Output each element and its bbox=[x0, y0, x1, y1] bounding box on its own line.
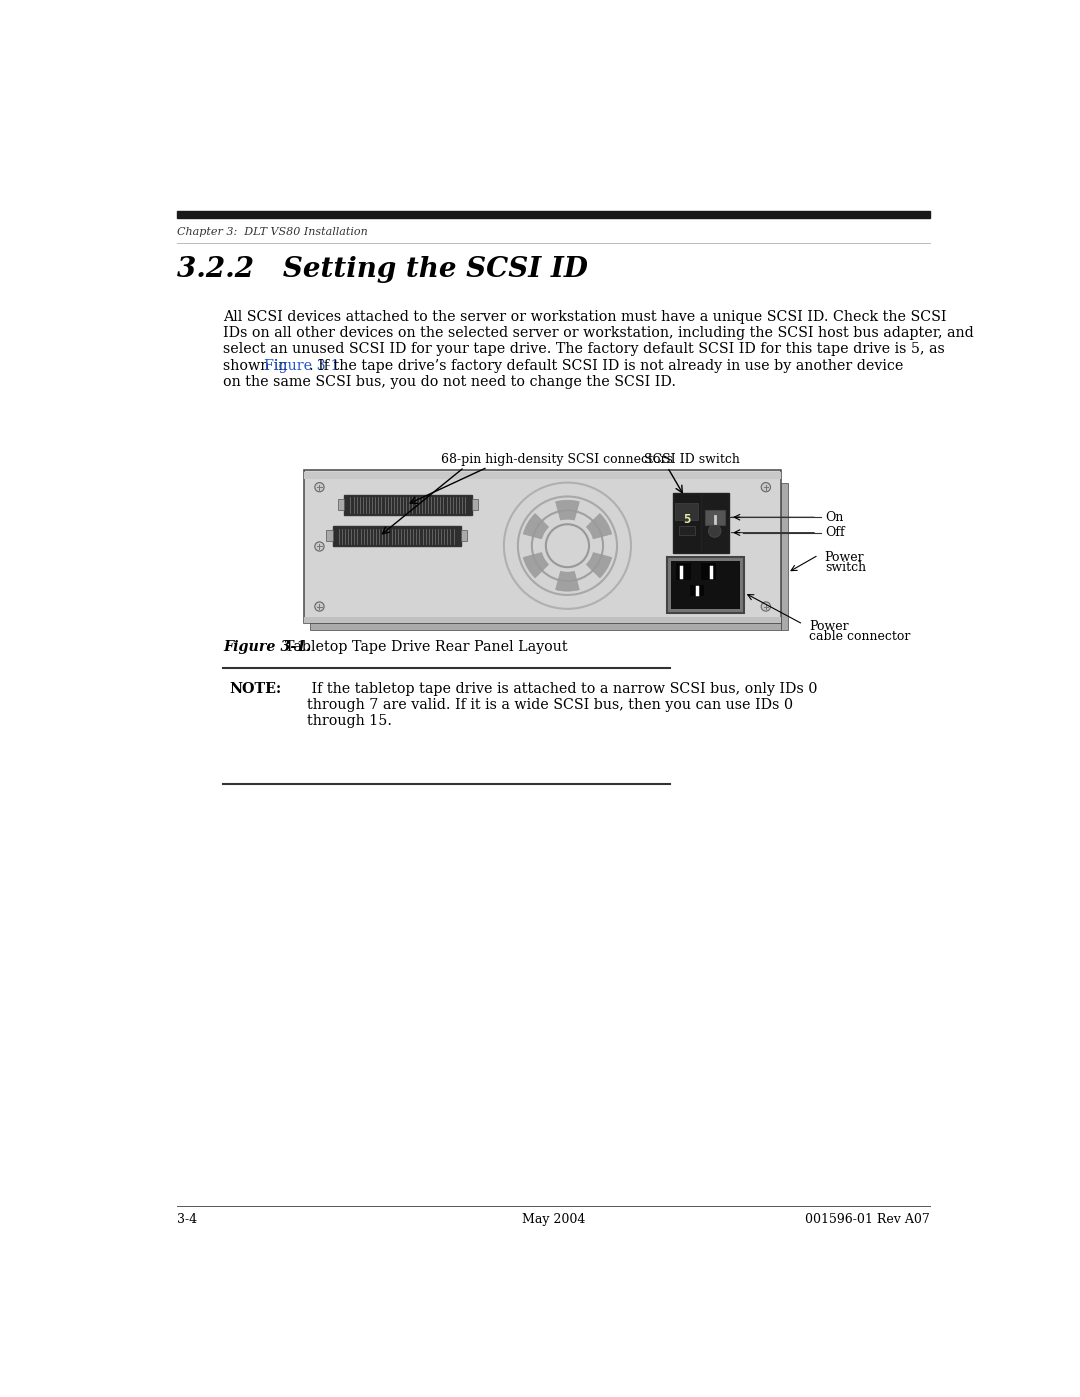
Text: SCSI ID switch: SCSI ID switch bbox=[644, 453, 740, 465]
Bar bbox=[666, 557, 744, 613]
Bar bbox=[326, 531, 333, 541]
Bar bbox=[472, 499, 478, 510]
Bar bbox=[701, 563, 716, 580]
Wedge shape bbox=[586, 553, 611, 578]
Text: IDs on all other devices on the selected server or workstation, including the SC: IDs on all other devices on the selected… bbox=[224, 327, 974, 341]
Text: If the tabletop tape drive is attached to a narrow SCSI bus, only IDs 0: If the tabletop tape drive is attached t… bbox=[307, 682, 818, 696]
Bar bbox=[671, 562, 740, 609]
Bar bbox=[701, 493, 729, 553]
Text: switch: switch bbox=[825, 562, 866, 574]
Text: Figure 3-1: Figure 3-1 bbox=[265, 359, 339, 373]
Circle shape bbox=[761, 482, 770, 492]
Bar bbox=[303, 472, 781, 479]
Bar bbox=[704, 510, 725, 525]
Text: through 15.: through 15. bbox=[307, 714, 392, 728]
Text: Tabletop Tape Drive Rear Panel Layout: Tabletop Tape Drive Rear Panel Layout bbox=[276, 640, 568, 654]
Text: 5: 5 bbox=[683, 513, 690, 527]
Text: shown in: shown in bbox=[224, 359, 293, 373]
Circle shape bbox=[708, 525, 721, 538]
Text: select an unused SCSI ID for your tape drive. The factory default SCSI ID for th: select an unused SCSI ID for your tape d… bbox=[224, 342, 945, 356]
Text: 3.2.2   Setting the SCSI ID: 3.2.2 Setting the SCSI ID bbox=[177, 256, 588, 284]
Wedge shape bbox=[555, 571, 579, 591]
Bar bbox=[676, 563, 691, 580]
Bar bbox=[690, 585, 704, 595]
Wedge shape bbox=[523, 553, 549, 578]
Text: on the same SCSI bus, you do not need to change the SCSI ID.: on the same SCSI bus, you do not need to… bbox=[224, 374, 676, 388]
Text: May 2004: May 2004 bbox=[522, 1214, 585, 1227]
Text: 001596-01 Rev A07: 001596-01 Rev A07 bbox=[806, 1214, 930, 1227]
Text: 68-pin high-density SCSI connectors: 68-pin high-density SCSI connectors bbox=[441, 453, 673, 465]
Text: 3-4: 3-4 bbox=[177, 1214, 197, 1227]
Bar bbox=[310, 623, 781, 630]
Bar bbox=[177, 211, 930, 218]
Circle shape bbox=[314, 602, 324, 610]
Bar bbox=[303, 471, 781, 623]
Text: Power: Power bbox=[809, 620, 849, 633]
Circle shape bbox=[761, 602, 770, 610]
Text: Off: Off bbox=[825, 527, 845, 539]
Text: Chapter 3:  DLT VS80 Installation: Chapter 3: DLT VS80 Installation bbox=[177, 226, 367, 237]
Wedge shape bbox=[555, 500, 579, 520]
Text: On: On bbox=[825, 511, 843, 524]
Bar bbox=[333, 527, 460, 546]
Text: Figure 3-1.: Figure 3-1. bbox=[224, 640, 311, 654]
Bar bbox=[679, 525, 694, 535]
Circle shape bbox=[314, 482, 324, 492]
Bar bbox=[303, 617, 781, 623]
Text: . If the tape drive’s factory default SCSI ID is not already in use by another d: . If the tape drive’s factory default SC… bbox=[310, 359, 904, 373]
Bar bbox=[673, 493, 701, 553]
Bar bbox=[460, 531, 467, 541]
Wedge shape bbox=[523, 514, 549, 539]
Text: cable connector: cable connector bbox=[809, 630, 910, 644]
Wedge shape bbox=[586, 514, 611, 539]
Bar bbox=[338, 499, 345, 510]
Text: All SCSI devices attached to the server or workstation must have a unique SCSI I: All SCSI devices attached to the server … bbox=[224, 310, 947, 324]
Text: NOTE:: NOTE: bbox=[230, 682, 282, 696]
Bar bbox=[781, 482, 787, 630]
Bar bbox=[345, 495, 472, 515]
Bar bbox=[675, 503, 699, 520]
Text: Power: Power bbox=[825, 550, 864, 564]
Circle shape bbox=[314, 542, 324, 550]
Text: through 7 are valid. If it is a wide SCSI bus, then you can use IDs 0: through 7 are valid. If it is a wide SCS… bbox=[307, 698, 793, 712]
